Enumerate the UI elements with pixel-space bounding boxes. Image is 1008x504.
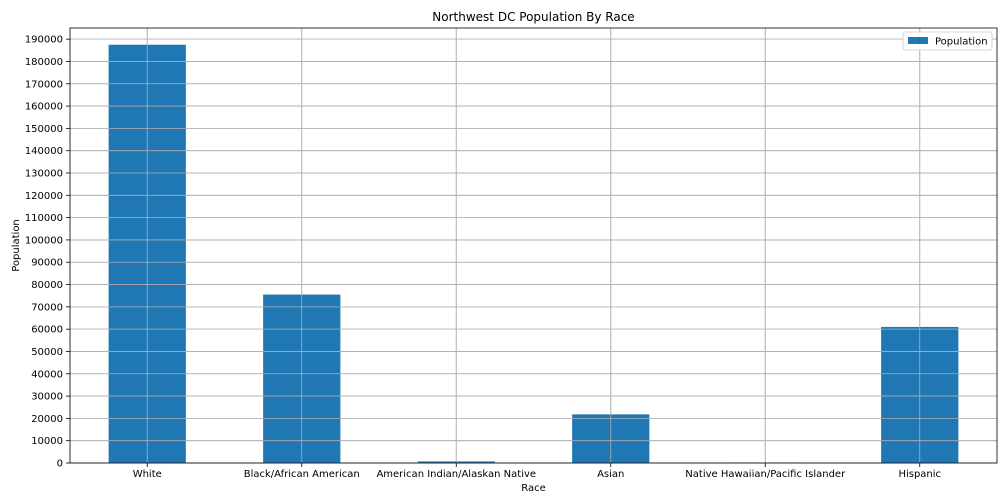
y-tick-label: 190000 [25, 35, 63, 46]
y-tick-label: 130000 [25, 169, 63, 180]
y-tick-label: 120000 [25, 191, 63, 202]
legend-swatch [908, 37, 928, 44]
y-tick-label: 60000 [31, 325, 63, 336]
x-tick-label: American Indian/Alaskan Native [376, 469, 536, 480]
y-tick-label: 100000 [25, 235, 63, 246]
y-tick-label: 70000 [31, 302, 63, 313]
y-tick-label: 180000 [25, 57, 63, 68]
y-tick-label: 160000 [25, 102, 63, 113]
x-tick-label: Native Hawaiian/Pacific Islander [685, 469, 846, 480]
x-tick-label: White [133, 469, 162, 480]
y-axis-title: Population [11, 219, 22, 272]
y-tick-label: 80000 [31, 280, 63, 291]
y-axis: 0 10000 20000 30000 40000 50000 60000 70000 8000… [25, 35, 70, 470]
legend-label: Population [935, 37, 988, 48]
x-axis-title: Race [521, 483, 546, 494]
chart-title: Northwest DC Population By Race [432, 10, 634, 24]
legend: Population [902, 31, 993, 51]
y-tick-label: 40000 [31, 369, 63, 380]
y-tick-label: 50000 [31, 347, 63, 358]
bars [70, 28, 997, 464]
y-tick-label: 0 [57, 459, 63, 470]
y-tick-label: 150000 [25, 124, 63, 135]
y-tick-label: 140000 [25, 146, 63, 157]
plot-frame [69, 27, 998, 464]
grid [70, 28, 997, 464]
y-tick-label: 170000 [25, 79, 63, 90]
x-tick-label: Black/African American [244, 469, 360, 480]
y-tick-label: 20000 [31, 414, 63, 425]
y-tick-label: 10000 [31, 436, 63, 447]
legend-box [902, 31, 993, 51]
x-axis: White Black/African American American Indi… [133, 463, 941, 480]
y-tick-label: 30000 [31, 392, 63, 403]
x-tick-label: Hispanic [898, 469, 941, 480]
x-tick-label: Asian [597, 469, 624, 480]
plot-border [69, 27, 998, 464]
y-tick-label: 90000 [31, 258, 63, 269]
y-tick-label: 110000 [25, 213, 63, 224]
